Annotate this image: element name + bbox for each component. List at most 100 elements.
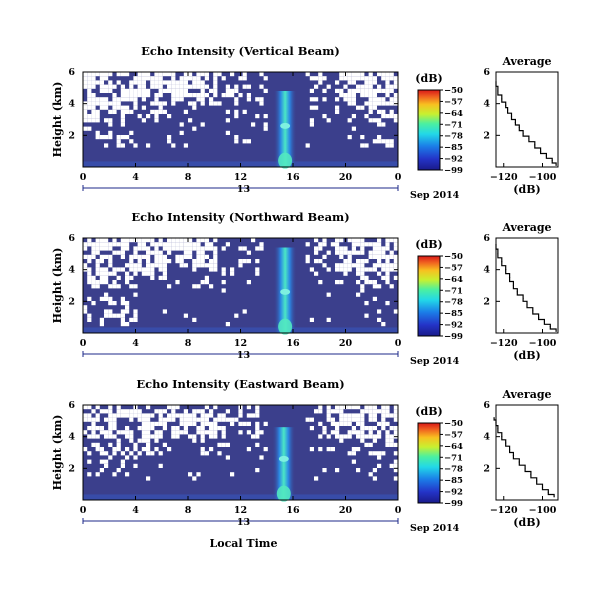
no-data-cell [255, 271, 260, 276]
no-data-cell [171, 413, 176, 418]
no-data-cell [120, 267, 125, 272]
no-data-cell [238, 430, 243, 435]
no-data-cell [150, 109, 155, 114]
no-data-cell [129, 434, 134, 439]
no-data-cell [196, 430, 201, 435]
no-data-cell [150, 250, 155, 255]
no-data-cell [133, 97, 138, 102]
no-data-cell [330, 417, 335, 422]
no-data-cell [204, 280, 209, 285]
no-data-cell [255, 421, 260, 426]
no-data-cell [125, 238, 130, 243]
no-data-cell [339, 267, 344, 272]
no-data-cell [162, 259, 167, 264]
no-data-cell [120, 250, 125, 255]
colorbar-tick-label: −92 [444, 155, 463, 165]
no-data-cell [120, 459, 125, 464]
no-data-cell [221, 76, 226, 81]
no-data-cell [99, 409, 104, 414]
no-data-cell [364, 405, 369, 410]
no-data-cell [318, 409, 323, 414]
no-data-cell [368, 280, 373, 285]
no-data-cell [112, 242, 117, 247]
no-data-cell [99, 254, 104, 259]
no-data-cell [339, 72, 344, 77]
profile-y-tick-label: 4 [483, 99, 490, 110]
no-data-cell [209, 421, 214, 426]
no-data-cell [343, 271, 348, 276]
no-data-cell [356, 238, 361, 243]
no-data-cell [351, 451, 356, 456]
profile-point [510, 115, 513, 117]
no-data-cell [389, 434, 394, 439]
profile-point [530, 474, 532, 476]
no-data-cell [95, 114, 100, 119]
no-data-cell [318, 76, 323, 81]
no-data-cell [146, 421, 151, 426]
no-data-cell [381, 97, 386, 102]
no-data-cell [364, 280, 369, 285]
no-data-cell [234, 135, 239, 140]
no-data-cell [326, 250, 331, 255]
no-data-cell [225, 242, 230, 247]
no-data-cell [87, 72, 92, 77]
profile-point [495, 421, 497, 424]
no-data-cell [339, 409, 344, 414]
no-data-cell [95, 246, 100, 251]
no-data-cell [125, 93, 130, 98]
no-data-cell [364, 426, 369, 431]
no-data-cell [158, 105, 163, 110]
profile-series [493, 417, 555, 498]
date-label: Sep 2014 [410, 356, 460, 367]
no-data-cell [398, 93, 403, 98]
no-data-cell [99, 426, 104, 431]
no-data-cell [108, 109, 113, 114]
no-data-cell [104, 275, 109, 280]
no-data-cell [188, 101, 193, 106]
no-data-cell [192, 105, 197, 110]
no-data-cell [209, 246, 214, 251]
no-data-cell [192, 417, 197, 422]
no-data-cell [238, 421, 243, 426]
no-data-cell [200, 421, 205, 426]
no-data-cell [192, 101, 197, 106]
no-data-cell [385, 139, 390, 144]
colorbar-unit: (dB) [415, 72, 442, 85]
panel-title: Echo Intensity (Northward Beam) [131, 210, 349, 224]
no-data-cell [225, 417, 230, 422]
no-data-cell [213, 426, 218, 431]
no-data-cell [137, 242, 142, 247]
no-data-cell [238, 246, 243, 251]
no-data-cell [108, 130, 113, 135]
no-data-cell [322, 114, 327, 119]
no-data-cell [347, 250, 352, 255]
no-data-cell [179, 259, 184, 264]
no-data-cell [204, 417, 209, 422]
no-data-cell [87, 114, 92, 119]
no-data-cell [167, 80, 172, 85]
no-data-cell [125, 413, 130, 418]
no-data-cell [158, 76, 163, 81]
no-data-cell [120, 313, 125, 318]
no-data-cell [99, 97, 104, 102]
profile-point [495, 80, 497, 83]
no-data-cell [351, 88, 356, 93]
no-data-cell [188, 417, 193, 422]
no-data-cell [87, 271, 92, 276]
no-data-cell [167, 250, 172, 255]
no-data-cell [87, 413, 92, 418]
no-data-cell [162, 263, 167, 268]
no-data-cell [381, 426, 386, 431]
no-data-cell [398, 238, 403, 243]
no-data-cell [146, 413, 151, 418]
no-data-cell [360, 417, 365, 422]
no-data-cell [389, 442, 394, 447]
no-data-cell [305, 254, 310, 259]
no-data-cell [377, 109, 382, 114]
no-data-cell [393, 413, 398, 418]
bright-echo-column [273, 91, 297, 167]
no-data-cell [360, 413, 365, 418]
no-data-cell [183, 84, 188, 89]
colorbar-tick-label: −64 [444, 275, 463, 285]
no-data-cell [230, 421, 235, 426]
